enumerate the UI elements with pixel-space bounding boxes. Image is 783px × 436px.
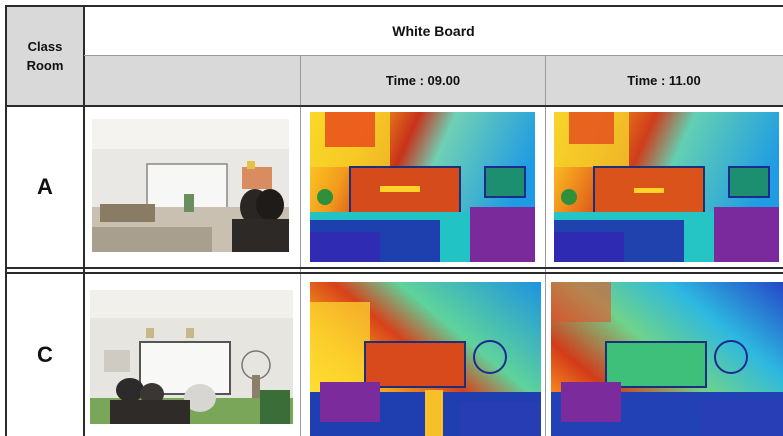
classroom-a-photo xyxy=(92,119,289,252)
classroom-header: Class Room xyxy=(6,6,84,106)
time-0900-header: Time : 09.00 xyxy=(301,55,545,106)
classroom-c-heatmap-0900 xyxy=(310,282,541,436)
time-1100-header: Time : 11.00 xyxy=(545,55,783,106)
row-label-a: A xyxy=(37,174,53,199)
classroom-a-heatmap-0900 xyxy=(310,112,535,262)
classroom-c-heatmap-1100 xyxy=(551,282,783,436)
classroom-c-photo xyxy=(90,290,293,424)
white-board-header: White Board xyxy=(392,22,475,39)
row-label-c: C xyxy=(37,342,53,367)
classroom-a-heatmap-1100 xyxy=(554,112,779,262)
empty-subheader xyxy=(84,55,301,106)
